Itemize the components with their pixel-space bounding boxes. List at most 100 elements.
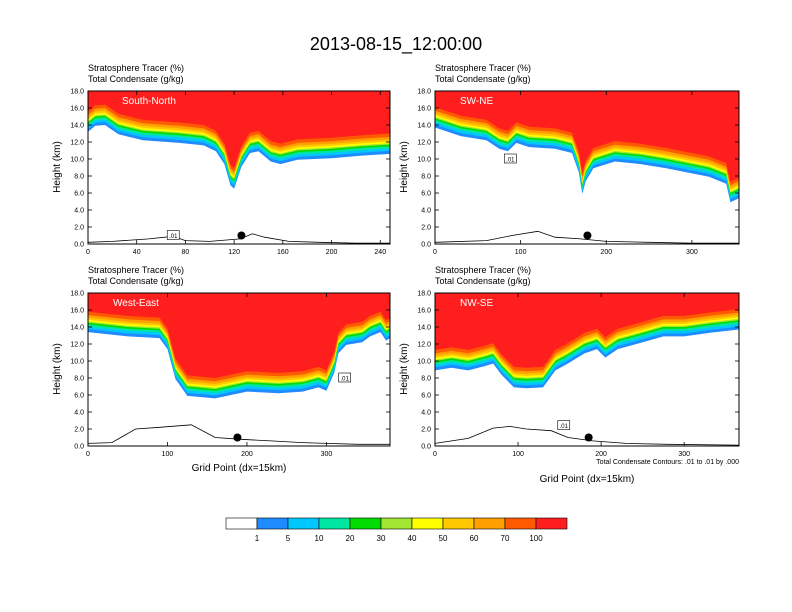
panel-west-east-ylabel: Height (km) <box>52 343 63 395</box>
panel-south-north-title-line1: Stratosphere Tracer (%) <box>88 63 184 73</box>
colorbar-label: 50 <box>439 534 448 543</box>
nw-se-xtick-label: 300 <box>678 451 690 458</box>
colorbar-swatch-7 <box>442 517 475 530</box>
colorbar-swatch-10 <box>535 517 568 530</box>
colorbar-label: 40 <box>408 534 417 543</box>
west-east-xtick-label: 0 <box>86 451 90 458</box>
sw-ne-ytick-label: 16.0 <box>417 106 431 113</box>
south-north-xtick-label: 0 <box>86 249 90 256</box>
nw-se-ytick-label: 8.0 <box>421 376 431 383</box>
panel-west-east-plot <box>88 293 390 446</box>
nw-se-ytick-label: 16.0 <box>417 308 431 315</box>
west-east-ytick-label: 4.0 <box>74 410 84 417</box>
nw-se-tracer-band-10 <box>435 293 739 368</box>
sw-ne-ytick-label: 2.0 <box>421 225 431 232</box>
nw-se-terrain-line <box>435 425 739 446</box>
panel-west-east-title-line2: Total Condensate (g/kg) <box>88 276 184 286</box>
west-east-ytick-label: 12.0 <box>70 342 84 349</box>
south-north-location-marker <box>237 231 246 240</box>
colorbar-swatch-6 <box>411 517 444 530</box>
nw-se-ytick-label: 2.0 <box>421 427 431 434</box>
panel-nw-se: Stratosphere Tracer (%) Total Condensate… <box>399 265 740 485</box>
sw-ne-contour-label-box <box>504 153 517 164</box>
panel-sw-ne-plot <box>435 91 739 244</box>
panel-sw-ne-title-line2: Total Condensate (g/kg) <box>435 74 531 84</box>
nw-se-ytick-label: 12.0 <box>417 342 431 349</box>
panel-sw-ne-title-line1: Stratosphere Tracer (%) <box>435 63 531 73</box>
south-north-ytick-label: 16.0 <box>70 106 84 113</box>
west-east-terrain-line <box>88 424 390 445</box>
west-east-contour-label: .01 <box>341 377 350 383</box>
colorbar: 1 5 10 20 30 40 50 60 70 100 <box>225 517 568 543</box>
west-east-ytick-label: 8.0 <box>74 376 84 383</box>
sw-ne-ytick-label: 14.0 <box>417 123 431 130</box>
panel-west-east: Stratosphere Tracer (%) Total Condensate… <box>52 265 391 474</box>
south-north-ytick-label: 12.0 <box>70 140 84 147</box>
panel-west-east-xlabel: Grid Point (dx=15km) <box>192 463 287 474</box>
colorbar-swatch-9 <box>504 517 537 530</box>
south-north-xtick-label: 40 <box>133 249 141 256</box>
panel-south-north-plot <box>88 91 390 244</box>
colorbar-label: 5 <box>286 534 291 543</box>
panel-south-north-label: South-North <box>122 96 176 107</box>
panel-west-east-label: West-East <box>113 298 159 309</box>
panel-south-north-title-line2: Total Condensate (g/kg) <box>88 74 184 84</box>
sw-ne-ytick-label: 10.0 <box>417 157 431 164</box>
panel-nw-se-frame <box>434 292 740 447</box>
panel-sw-ne-ylabel: Height (km) <box>399 141 410 193</box>
panel-west-east-frame <box>87 292 391 447</box>
west-east-ytick-label: 0.0 <box>74 444 84 451</box>
nw-se-ytick-label: 6.0 <box>421 393 431 400</box>
panel-nw-se-plot <box>435 293 739 446</box>
south-north-ytick-label: 8.0 <box>74 174 84 181</box>
sw-ne-xtick-label: 0 <box>433 249 437 256</box>
west-east-contour-label-box <box>338 372 352 383</box>
panel-nw-se-ylabel: Height (km) <box>399 343 410 395</box>
panel-sw-ne-axes: .01 0 100 200 300 0.0 2.0 4.0 6.0 8.0 10.0 12.0 14.0… <box>417 89 739 256</box>
sw-ne-ytick-label: 8.0 <box>421 174 431 181</box>
south-north-ytick-label: 10.0 <box>70 157 84 164</box>
nw-se-ytick-label: 10.0 <box>417 359 431 366</box>
sw-ne-terrain-line <box>435 230 739 244</box>
west-east-ytick-label: 10.0 <box>70 359 84 366</box>
sw-ne-ytick-label: 0.0 <box>421 242 431 249</box>
panel-nw-se-label: NW-SE <box>460 298 493 309</box>
south-north-xtick-label: 120 <box>228 249 240 256</box>
panel-south-north-frame <box>87 90 391 245</box>
colorbar-label: 1 <box>255 534 260 543</box>
panel-west-east-title-line1: Stratosphere Tracer (%) <box>88 265 184 275</box>
south-north-ytick-label: 18.0 <box>70 89 84 96</box>
panel-south-north-ylabel: Height (km) <box>52 141 63 193</box>
nw-se-ytick-label: 18.0 <box>417 291 431 298</box>
nw-se-ytick-label: 14.0 <box>417 325 431 332</box>
south-north-ytick-label: 2.0 <box>74 225 84 232</box>
south-north-xtick-label: 160 <box>277 249 289 256</box>
sw-ne-contour-label: .01 <box>506 158 515 164</box>
south-north-contour-label: .01 <box>169 234 178 240</box>
colorbar-label: 60 <box>470 534 479 543</box>
colorbar-label: 100 <box>529 534 543 543</box>
south-north-ytick-label: 6.0 <box>74 191 84 198</box>
sw-ne-xtick-label: 200 <box>600 249 612 256</box>
south-north-ytick-label: 0.0 <box>74 242 84 249</box>
panel-south-north: Stratosphere Tracer (%) Total Condensate… <box>52 63 391 256</box>
colorbar-swatch-2 <box>287 517 320 530</box>
contour-note: Total Condensate Contours: .01 to .01 by… <box>596 459 739 466</box>
west-east-xtick-label: 100 <box>162 451 174 458</box>
south-north-xtick-label: 200 <box>326 249 338 256</box>
sw-ne-xtick-label: 100 <box>515 249 527 256</box>
south-north-ytick-label: 4.0 <box>74 208 84 215</box>
west-east-location-marker <box>233 433 242 442</box>
panel-sw-ne-frame <box>434 90 740 245</box>
colorbar-swatch-1 <box>256 517 289 530</box>
nw-se-ytick-label: 4.0 <box>421 410 431 417</box>
west-east-ytick-label: 6.0 <box>74 393 84 400</box>
panel-west-east-axes: .01 0 100 200 300 0.0 2.0 4.0 6.0 8.0 10.0 12.0 14.0… <box>70 291 390 458</box>
west-east-ytick-label: 18.0 <box>70 291 84 298</box>
south-north-ytick-label: 14.0 <box>70 123 84 130</box>
west-east-xtick-label: 300 <box>321 451 333 458</box>
sw-ne-ytick-label: 12.0 <box>417 140 431 147</box>
sw-ne-location-marker <box>583 231 592 240</box>
sw-ne-ytick-label: 18.0 <box>417 89 431 96</box>
